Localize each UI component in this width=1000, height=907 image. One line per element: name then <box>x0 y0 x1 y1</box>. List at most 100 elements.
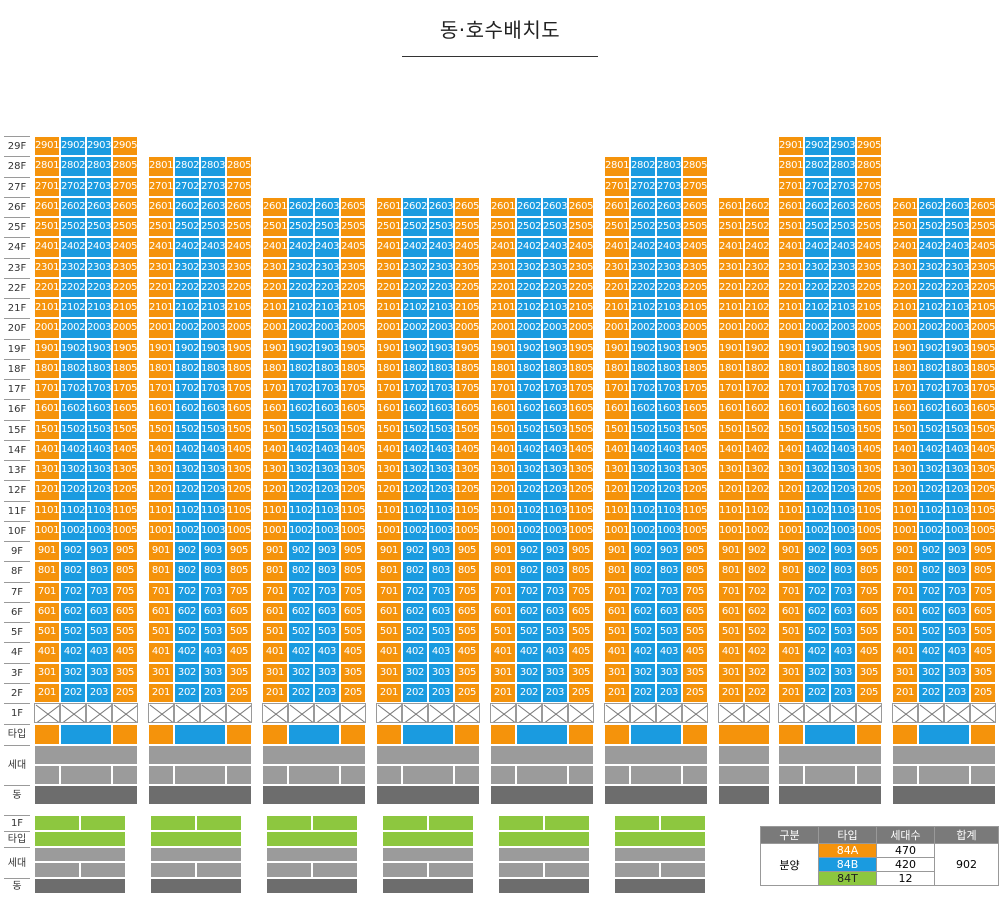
unit-cell[interactable]: 705 <box>682 581 708 602</box>
unit-cell[interactable]: 2002 <box>60 318 86 339</box>
unit-cell[interactable]: 1905 <box>682 338 708 359</box>
unit-cell[interactable]: 803 <box>542 561 568 582</box>
unit-cell[interactable]: 1902 <box>402 338 428 359</box>
unit-cell[interactable]: 2805 <box>682 156 708 177</box>
unit-cell[interactable]: 1905 <box>856 338 882 359</box>
unit-cell[interactable]: 1603 <box>830 399 856 420</box>
unit-cell[interactable]: 1505 <box>856 419 882 440</box>
unit-cell[interactable]: 2402 <box>804 237 830 258</box>
unit-cell[interactable]: 302 <box>402 662 428 683</box>
unit-cell[interactable]: 403 <box>542 642 568 663</box>
unit-cell[interactable] <box>544 815 590 831</box>
unit-cell[interactable]: 902 <box>402 541 428 562</box>
unit-cell[interactable]: 1803 <box>944 358 970 379</box>
unit-cell[interactable]: 1403 <box>86 439 112 460</box>
unit-cell[interactable]: 1505 <box>112 419 138 440</box>
unit-cell[interactable]: 502 <box>288 622 314 643</box>
unit-cell[interactable]: 1701 <box>376 379 402 400</box>
unit-cell[interactable]: 1505 <box>454 419 480 440</box>
unit-cell[interactable]: 1401 <box>34 439 60 460</box>
unit-cell[interactable]: 1302 <box>174 460 200 481</box>
unit-cell[interactable]: 1205 <box>682 480 708 501</box>
unit-cell[interactable]: 1703 <box>542 379 568 400</box>
unit-cell[interactable]: 703 <box>542 581 568 602</box>
unit-cell[interactable]: 903 <box>200 541 226 562</box>
unit-cell[interactable]: 2303 <box>428 257 454 278</box>
unit-cell[interactable]: 1005 <box>340 520 366 541</box>
unit-cell[interactable]: 1903 <box>86 338 112 359</box>
unit-cell[interactable]: 1502 <box>60 419 86 440</box>
unit-cell[interactable]: 2105 <box>454 298 480 319</box>
unit-cell[interactable]: 201 <box>892 682 918 703</box>
unit-cell[interactable] <box>34 815 80 831</box>
unit-cell[interactable]: 805 <box>112 561 138 582</box>
unit-cell[interactable]: 1103 <box>830 500 856 521</box>
unit-cell[interactable]: 901 <box>262 541 288 562</box>
unit-cell[interactable]: 1901 <box>718 338 744 359</box>
unit-cell[interactable]: 2702 <box>804 176 830 197</box>
unit-cell[interactable]: 303 <box>542 662 568 683</box>
unit-cell[interactable]: 1705 <box>568 379 594 400</box>
unit-cell[interactable]: 2502 <box>402 217 428 238</box>
unit-cell[interactable] <box>312 815 358 831</box>
unit-cell[interactable]: 1801 <box>376 358 402 379</box>
unit-cell[interactable]: 1701 <box>892 379 918 400</box>
unit-cell[interactable]: 1101 <box>604 500 630 521</box>
unit-cell[interactable]: 1401 <box>718 439 744 460</box>
unit-cell[interactable]: 2501 <box>34 217 60 238</box>
unit-cell[interactable]: 401 <box>490 642 516 663</box>
unit-cell[interactable]: 2601 <box>148 196 174 217</box>
unit-cell[interactable]: 1402 <box>288 439 314 460</box>
unit-cell[interactable]: 2002 <box>804 318 830 339</box>
unit-cell[interactable]: 301 <box>490 662 516 683</box>
unit-cell[interactable]: 1802 <box>804 358 830 379</box>
unit-cell[interactable]: 2003 <box>542 318 568 339</box>
unit-cell[interactable]: 1903 <box>542 338 568 359</box>
unit-cell[interactable]: 2001 <box>148 318 174 339</box>
unit-cell[interactable]: 1403 <box>314 439 340 460</box>
unit-cell[interactable]: 2805 <box>856 156 882 177</box>
unit-cell[interactable]: 201 <box>778 682 804 703</box>
unit-cell[interactable]: 1105 <box>568 500 594 521</box>
unit-cell[interactable]: 2301 <box>604 257 630 278</box>
unit-cell[interactable]: 902 <box>744 541 770 562</box>
unit-cell[interactable]: 2503 <box>542 217 568 238</box>
unit-cell[interactable]: 1105 <box>970 500 996 521</box>
unit-cell[interactable]: 1002 <box>744 520 770 541</box>
unit-cell[interactable]: 802 <box>516 561 542 582</box>
unit-cell[interactable]: 1303 <box>944 460 970 481</box>
unit-cell[interactable]: 2005 <box>856 318 882 339</box>
unit-cell[interactable]: 805 <box>454 561 480 582</box>
unit-cell[interactable]: 1905 <box>112 338 138 359</box>
unit-cell[interactable]: 2603 <box>656 196 682 217</box>
unit-cell[interactable]: 2503 <box>86 217 112 238</box>
unit-cell[interactable]: 1103 <box>656 500 682 521</box>
unit-cell[interactable]: 1201 <box>718 480 744 501</box>
unit-cell[interactable]: 1403 <box>428 439 454 460</box>
unit-cell[interactable]: 802 <box>174 561 200 582</box>
unit-cell[interactable]: 305 <box>454 662 480 683</box>
unit-cell[interactable]: 1705 <box>112 379 138 400</box>
unit-cell[interactable]: 2002 <box>402 318 428 339</box>
unit-cell[interactable]: 1701 <box>778 379 804 400</box>
unit-cell[interactable]: 1903 <box>656 338 682 359</box>
unit-cell[interactable]: 1001 <box>604 520 630 541</box>
unit-cell[interactable]: 2001 <box>778 318 804 339</box>
unit-cell[interactable]: 1201 <box>262 480 288 501</box>
unit-cell[interactable]: 502 <box>804 622 830 643</box>
unit-cell[interactable]: 805 <box>682 561 708 582</box>
unit-cell[interactable]: 902 <box>630 541 656 562</box>
unit-cell[interactable]: 1902 <box>516 338 542 359</box>
unit-cell[interactable]: 1101 <box>262 500 288 521</box>
unit-cell[interactable]: 905 <box>454 541 480 562</box>
unit-cell[interactable]: 1901 <box>604 338 630 359</box>
unit-cell[interactable]: 2203 <box>200 277 226 298</box>
unit-cell[interactable]: 505 <box>568 622 594 643</box>
unit-cell[interactable]: 1201 <box>376 480 402 501</box>
unit-cell[interactable]: 1303 <box>200 460 226 481</box>
unit-cell[interactable]: 701 <box>604 581 630 602</box>
unit-cell[interactable]: 1103 <box>542 500 568 521</box>
unit-cell[interactable]: 1602 <box>174 399 200 420</box>
unit-cell[interactable]: 2401 <box>376 237 402 258</box>
unit-cell[interactable]: 1402 <box>744 439 770 460</box>
